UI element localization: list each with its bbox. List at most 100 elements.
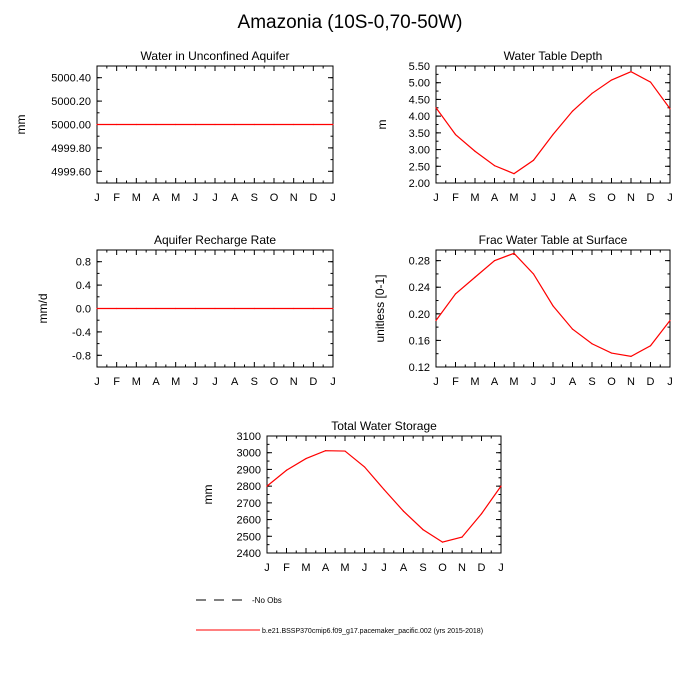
y-tick-label: 3100 — [237, 431, 261, 443]
data-point — [116, 123, 118, 126]
data-point — [435, 319, 437, 322]
x-tick-label: O — [607, 376, 616, 388]
x-tick-label: J — [94, 192, 100, 204]
y-tick-label: 0.8 — [76, 257, 91, 269]
data-point — [552, 305, 554, 307]
y-tick-label: 3.50 — [409, 128, 430, 140]
y-tick-label: 4999.80 — [51, 143, 91, 155]
data-point — [649, 81, 652, 83]
data-point — [383, 488, 385, 491]
y-tick-label: 5000.40 — [51, 73, 91, 85]
x-tick-label: S — [251, 376, 258, 388]
x-tick-label: A — [322, 562, 330, 574]
data-point — [324, 450, 327, 452]
y-tick-label: -0.8 — [72, 350, 91, 362]
x-tick-label: D — [309, 376, 317, 388]
y-axis-label: mm — [201, 485, 215, 505]
x-tick-label: M — [132, 192, 141, 204]
data-point — [266, 485, 268, 487]
data-point — [273, 307, 275, 310]
data-point — [571, 110, 574, 112]
x-tick-label: M — [132, 376, 141, 388]
data-point — [422, 529, 424, 531]
data-point — [175, 307, 177, 310]
data-point — [461, 536, 463, 538]
data-point — [630, 355, 632, 357]
x-tick-label: S — [588, 192, 595, 204]
y-tick-label: 0.12 — [409, 362, 430, 374]
x-tick-label: M — [509, 192, 518, 204]
data-point — [669, 108, 671, 110]
x-tick-label: A — [569, 376, 577, 388]
y-tick-label: 2.00 — [409, 178, 430, 190]
data-point — [435, 107, 437, 109]
x-tick-label: J — [330, 192, 336, 204]
data-point — [493, 260, 496, 262]
x-tick-label: O — [270, 376, 279, 388]
chart-title: Frac Water Table at Surface — [479, 233, 628, 247]
y-tick-label: 0.16 — [409, 335, 430, 347]
data-point — [214, 307, 216, 310]
y-tick-label: 2800 — [237, 481, 261, 493]
data-point — [214, 123, 216, 126]
data-point — [194, 123, 196, 126]
x-tick-label: J — [667, 376, 673, 388]
data-point — [194, 307, 196, 310]
x-tick-label: F — [283, 562, 290, 574]
x-tick-label: A — [152, 192, 160, 204]
data-point — [474, 150, 476, 152]
y-axis-label: mm/d — [36, 294, 50, 324]
x-tick-label: D — [647, 376, 655, 388]
data-point — [610, 79, 613, 81]
data-point — [175, 123, 177, 126]
x-tick-label: J — [212, 192, 218, 204]
data-point — [116, 307, 118, 310]
data-point — [234, 307, 236, 310]
plot-frame — [435, 65, 671, 184]
x-tick-label: J — [667, 192, 673, 204]
data-point — [135, 307, 137, 310]
legend-obs-label: -No Obs — [252, 596, 282, 605]
data-point — [155, 123, 157, 126]
data-point — [513, 173, 515, 175]
data-point — [135, 123, 137, 126]
x-tick-label: F — [113, 376, 120, 388]
data-point — [591, 92, 593, 95]
y-axis-label: m — [375, 120, 389, 130]
data-point — [402, 510, 405, 512]
y-tick-label: 2900 — [237, 464, 261, 476]
x-tick-label: A — [152, 376, 160, 388]
x-tick-label: J — [550, 192, 556, 204]
y-tick-label: 2.50 — [409, 161, 430, 173]
chart-title: Water in Unconfined Aquifer — [141, 49, 290, 63]
data-point — [363, 466, 366, 468]
x-tick-label: F — [113, 192, 120, 204]
x-tick-label: A — [231, 376, 239, 388]
x-tick-label: M — [301, 562, 310, 574]
y-tick-label: 3000 — [237, 448, 261, 460]
x-tick-label: N — [290, 192, 298, 204]
x-tick-label: A — [491, 376, 499, 388]
y-tick-label: 0.20 — [409, 309, 430, 321]
x-tick-label: J — [193, 376, 199, 388]
x-tick-label: N — [458, 562, 466, 574]
y-tick-label: 2700 — [237, 498, 261, 510]
data-point — [441, 541, 444, 543]
x-tick-label: D — [309, 192, 317, 204]
legend: -No Obs b.e21.BSSP370cmip6.f09_g17.pacema… — [196, 596, 483, 635]
x-tick-label: N — [627, 192, 635, 204]
x-tick-label: N — [290, 376, 298, 388]
data-point — [474, 276, 476, 278]
x-tick-label: J — [531, 192, 537, 204]
series-line — [435, 71, 671, 175]
data-point — [532, 159, 535, 161]
x-tick-label: J — [498, 562, 504, 574]
data-point — [610, 352, 613, 354]
chart-title: Aquifer Recharge Rate — [154, 233, 276, 247]
data-point — [454, 133, 457, 136]
y-axis-label: unitless [0-1] — [373, 274, 387, 342]
y-tick-label: 3.00 — [409, 145, 430, 157]
y-tick-label: 5000.20 — [51, 96, 91, 108]
